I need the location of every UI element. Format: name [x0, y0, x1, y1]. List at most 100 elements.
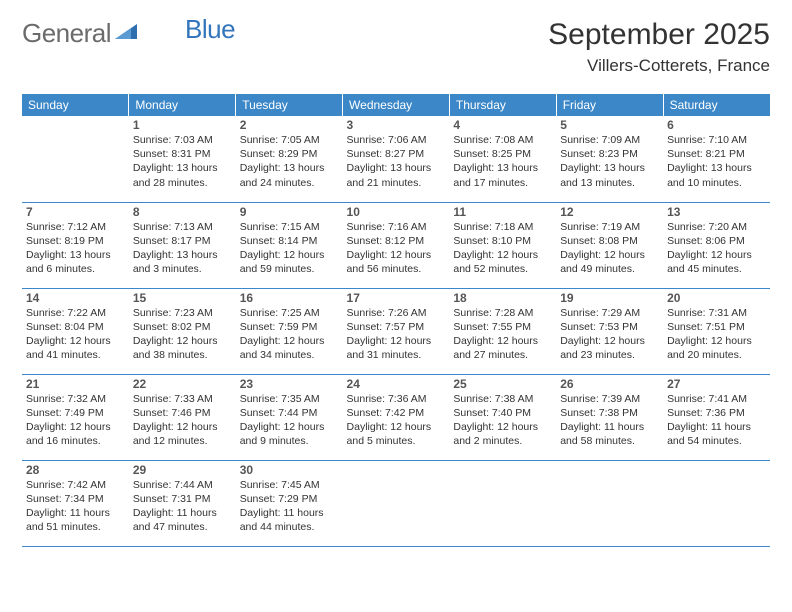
day-info-line: Sunset: 7:57 PM	[347, 320, 446, 334]
day-info-line: Sunrise: 7:05 AM	[240, 133, 339, 147]
day-info-line: Sunrise: 7:15 AM	[240, 220, 339, 234]
calendar-day-cell: 22Sunrise: 7:33 AMSunset: 7:46 PMDayligh…	[129, 374, 236, 460]
calendar-empty-cell	[343, 460, 450, 546]
day-info-line: Sunrise: 7:45 AM	[240, 478, 339, 492]
day-info-line: Sunset: 8:08 PM	[560, 234, 659, 248]
calendar-week-row: 7Sunrise: 7:12 AMSunset: 8:19 PMDaylight…	[22, 202, 770, 288]
calendar-day-cell: 20Sunrise: 7:31 AMSunset: 7:51 PMDayligh…	[663, 288, 770, 374]
day-number: 21	[26, 377, 125, 391]
day-header: Sunday	[22, 94, 129, 116]
day-info-line: Sunset: 7:34 PM	[26, 492, 125, 506]
calendar-day-cell: 4Sunrise: 7:08 AMSunset: 8:25 PMDaylight…	[449, 116, 556, 202]
day-number: 18	[453, 291, 552, 305]
day-info-line: Sunrise: 7:25 AM	[240, 306, 339, 320]
day-info-line: Sunrise: 7:13 AM	[133, 220, 232, 234]
day-header: Tuesday	[236, 94, 343, 116]
day-info-line: and 44 minutes.	[240, 520, 339, 534]
day-info-line: Daylight: 12 hours	[133, 334, 232, 348]
day-info-line: Daylight: 12 hours	[26, 334, 125, 348]
day-info-line: and 58 minutes.	[560, 434, 659, 448]
day-number: 20	[667, 291, 766, 305]
day-number: 4	[453, 118, 552, 132]
day-number: 10	[347, 205, 446, 219]
day-number: 28	[26, 463, 125, 477]
calendar-day-cell: 21Sunrise: 7:32 AMSunset: 7:49 PMDayligh…	[22, 374, 129, 460]
day-header: Saturday	[663, 94, 770, 116]
month-title: September 2025	[548, 18, 770, 52]
calendar-day-cell: 7Sunrise: 7:12 AMSunset: 8:19 PMDaylight…	[22, 202, 129, 288]
calendar-day-cell: 12Sunrise: 7:19 AMSunset: 8:08 PMDayligh…	[556, 202, 663, 288]
calendar-day-cell: 14Sunrise: 7:22 AMSunset: 8:04 PMDayligh…	[22, 288, 129, 374]
calendar-empty-cell	[663, 460, 770, 546]
day-info-line: Sunset: 7:29 PM	[240, 492, 339, 506]
day-info-line: Daylight: 13 hours	[453, 161, 552, 175]
calendar-day-cell: 23Sunrise: 7:35 AMSunset: 7:44 PMDayligh…	[236, 374, 343, 460]
day-info-line: and 21 minutes.	[347, 176, 446, 190]
day-info-line: Daylight: 11 hours	[240, 506, 339, 520]
day-info-line: Sunrise: 7:31 AM	[667, 306, 766, 320]
day-info-line: Daylight: 12 hours	[453, 248, 552, 262]
day-info-line: Sunset: 8:29 PM	[240, 147, 339, 161]
brand-logo: General Blue	[22, 18, 235, 49]
day-info-line: Sunset: 7:42 PM	[347, 406, 446, 420]
day-info-line: Daylight: 12 hours	[347, 334, 446, 348]
day-info-line: and 59 minutes.	[240, 262, 339, 276]
day-info-line: Sunrise: 7:03 AM	[133, 133, 232, 147]
day-info-line: Daylight: 12 hours	[240, 334, 339, 348]
day-number: 3	[347, 118, 446, 132]
calendar-day-cell: 17Sunrise: 7:26 AMSunset: 7:57 PMDayligh…	[343, 288, 450, 374]
calendar-day-cell: 2Sunrise: 7:05 AMSunset: 8:29 PMDaylight…	[236, 116, 343, 202]
day-info-line: and 34 minutes.	[240, 348, 339, 362]
calendar-day-cell: 25Sunrise: 7:38 AMSunset: 7:40 PMDayligh…	[449, 374, 556, 460]
day-info-line: Sunset: 8:19 PM	[26, 234, 125, 248]
calendar-empty-cell	[556, 460, 663, 546]
day-info-line: Sunrise: 7:08 AM	[453, 133, 552, 147]
day-info-line: Sunrise: 7:09 AM	[560, 133, 659, 147]
day-info-line: Sunrise: 7:06 AM	[347, 133, 446, 147]
day-number: 7	[26, 205, 125, 219]
day-info-line: Sunrise: 7:41 AM	[667, 392, 766, 406]
day-info-line: Sunset: 7:46 PM	[133, 406, 232, 420]
calendar-day-cell: 16Sunrise: 7:25 AMSunset: 7:59 PMDayligh…	[236, 288, 343, 374]
day-info-line: Sunset: 8:23 PM	[560, 147, 659, 161]
day-info-line: and 41 minutes.	[26, 348, 125, 362]
day-info-line: Daylight: 12 hours	[453, 420, 552, 434]
calendar-day-cell: 8Sunrise: 7:13 AMSunset: 8:17 PMDaylight…	[129, 202, 236, 288]
day-header: Friday	[556, 94, 663, 116]
day-info-line: and 2 minutes.	[453, 434, 552, 448]
day-info-line: Daylight: 13 hours	[240, 161, 339, 175]
day-header: Wednesday	[343, 94, 450, 116]
day-info-line: Daylight: 13 hours	[347, 161, 446, 175]
day-info-line: Sunrise: 7:10 AM	[667, 133, 766, 147]
header: General Blue September 2025 Villers-Cott…	[22, 18, 770, 76]
day-info-line: and 6 minutes.	[26, 262, 125, 276]
day-info-line: Daylight: 12 hours	[667, 248, 766, 262]
day-number: 11	[453, 205, 552, 219]
day-info-line: Sunrise: 7:32 AM	[26, 392, 125, 406]
calendar-header-row: SundayMondayTuesdayWednesdayThursdayFrid…	[22, 94, 770, 116]
calendar-table: SundayMondayTuesdayWednesdayThursdayFrid…	[22, 94, 770, 547]
day-info-line: Sunrise: 7:23 AM	[133, 306, 232, 320]
day-info-line: Sunrise: 7:12 AM	[26, 220, 125, 234]
day-info-line: and 20 minutes.	[667, 348, 766, 362]
day-info-line: and 17 minutes.	[453, 176, 552, 190]
calendar-week-row: 1Sunrise: 7:03 AMSunset: 8:31 PMDaylight…	[22, 116, 770, 202]
day-info-line: Sunset: 8:06 PM	[667, 234, 766, 248]
calendar-day-cell: 9Sunrise: 7:15 AMSunset: 8:14 PMDaylight…	[236, 202, 343, 288]
day-info-line: Sunrise: 7:19 AM	[560, 220, 659, 234]
day-info-line: Daylight: 12 hours	[240, 248, 339, 262]
day-info-line: and 52 minutes.	[453, 262, 552, 276]
day-info-line: Daylight: 13 hours	[667, 161, 766, 175]
day-info-line: Sunset: 8:04 PM	[26, 320, 125, 334]
day-info-line: Daylight: 13 hours	[26, 248, 125, 262]
day-info-line: Daylight: 12 hours	[133, 420, 232, 434]
day-info-line: Daylight: 12 hours	[560, 334, 659, 348]
day-info-line: and 38 minutes.	[133, 348, 232, 362]
day-info-line: Daylight: 13 hours	[133, 161, 232, 175]
location: Villers-Cotterets, France	[548, 56, 770, 76]
day-info-line: and 12 minutes.	[133, 434, 232, 448]
day-info-line: Sunset: 8:25 PM	[453, 147, 552, 161]
day-number: 23	[240, 377, 339, 391]
calendar-day-cell: 13Sunrise: 7:20 AMSunset: 8:06 PMDayligh…	[663, 202, 770, 288]
day-number: 9	[240, 205, 339, 219]
